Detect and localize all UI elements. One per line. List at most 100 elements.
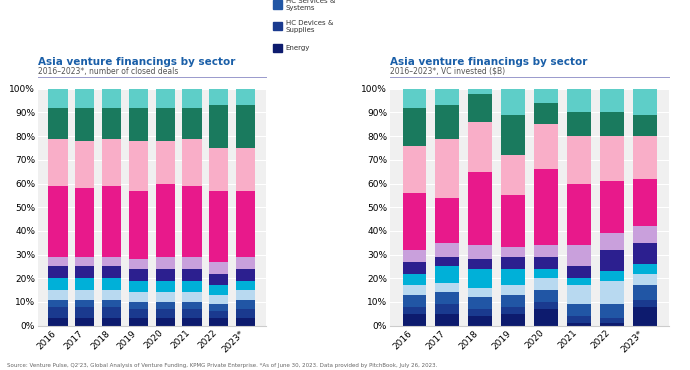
Bar xyxy=(102,307,121,319)
Bar xyxy=(469,288,492,297)
Bar xyxy=(129,302,148,309)
Bar xyxy=(75,278,95,290)
Bar xyxy=(102,300,121,307)
Bar xyxy=(534,169,558,245)
Bar xyxy=(182,108,201,138)
Bar xyxy=(633,136,657,179)
Bar xyxy=(102,89,121,108)
Bar xyxy=(469,94,492,122)
Bar xyxy=(435,89,459,105)
Bar xyxy=(209,304,228,312)
Bar xyxy=(567,266,591,278)
Bar xyxy=(155,280,175,292)
Bar xyxy=(469,172,492,245)
Bar xyxy=(534,309,558,326)
Bar xyxy=(209,148,228,191)
Bar xyxy=(129,259,148,269)
Bar xyxy=(209,285,228,295)
Bar xyxy=(75,108,95,141)
Bar xyxy=(102,290,121,300)
Bar xyxy=(633,226,657,243)
Bar xyxy=(48,186,68,257)
Bar xyxy=(402,193,426,250)
Bar xyxy=(435,292,459,304)
Bar xyxy=(633,243,657,264)
Bar xyxy=(155,257,175,269)
Bar xyxy=(469,309,492,316)
Bar xyxy=(75,290,95,300)
Bar xyxy=(402,89,426,108)
Bar xyxy=(129,292,148,302)
Text: HC Services &
Systems: HC Services & Systems xyxy=(286,0,335,11)
Bar xyxy=(236,105,255,148)
Bar xyxy=(155,319,175,326)
Bar xyxy=(600,271,624,280)
Bar xyxy=(209,89,228,105)
Bar xyxy=(155,89,175,108)
Bar xyxy=(534,290,558,302)
Bar xyxy=(102,266,121,278)
Bar xyxy=(102,319,121,326)
Bar xyxy=(48,300,68,307)
Bar xyxy=(633,264,657,273)
Bar xyxy=(48,290,68,300)
Bar xyxy=(633,89,657,115)
Bar xyxy=(75,307,95,319)
Bar xyxy=(48,278,68,290)
Bar xyxy=(567,89,591,112)
Bar xyxy=(75,266,95,278)
Bar xyxy=(567,112,591,136)
Bar xyxy=(209,191,228,262)
Bar xyxy=(129,319,148,326)
Bar xyxy=(236,300,255,309)
Bar xyxy=(435,314,459,326)
Bar xyxy=(182,89,201,108)
Bar xyxy=(75,188,95,257)
Bar xyxy=(501,307,525,314)
Bar xyxy=(633,179,657,226)
Bar xyxy=(236,290,255,300)
Bar xyxy=(155,184,175,257)
Bar xyxy=(435,198,459,243)
Bar xyxy=(48,266,68,278)
Bar xyxy=(567,316,591,323)
Bar xyxy=(209,105,228,148)
Bar xyxy=(633,307,657,326)
Bar xyxy=(435,257,459,266)
Bar xyxy=(236,319,255,326)
Text: Source: Venture Pulse, Q2'23, Global Analysis of Venture Funding, KPMG Private E: Source: Venture Pulse, Q2'23, Global Ana… xyxy=(7,363,437,368)
Bar xyxy=(155,141,175,184)
Bar xyxy=(75,89,95,108)
Bar xyxy=(501,115,525,155)
Bar xyxy=(469,316,492,326)
Bar xyxy=(236,269,255,280)
Bar xyxy=(182,309,201,319)
Bar xyxy=(469,259,492,269)
Bar xyxy=(600,233,624,250)
Bar xyxy=(633,115,657,136)
Bar xyxy=(435,105,459,138)
Bar xyxy=(600,250,624,271)
Text: HC Devices &
Supplies: HC Devices & Supplies xyxy=(286,20,333,33)
Bar xyxy=(600,89,624,112)
Bar xyxy=(182,186,201,257)
Bar xyxy=(534,89,558,103)
Bar xyxy=(534,124,558,169)
Bar xyxy=(534,302,558,309)
Bar xyxy=(48,257,68,266)
Bar xyxy=(182,257,201,269)
Bar xyxy=(567,304,591,316)
Bar xyxy=(102,138,121,186)
Bar xyxy=(402,285,426,295)
Bar xyxy=(600,280,624,304)
Bar xyxy=(48,319,68,326)
Bar xyxy=(129,141,148,191)
Bar xyxy=(209,319,228,326)
Bar xyxy=(155,309,175,319)
Text: Energy: Energy xyxy=(286,45,310,51)
Bar xyxy=(600,323,624,326)
Text: 2016–2023*, number of closed deals: 2016–2023*, number of closed deals xyxy=(38,67,178,76)
Bar xyxy=(129,108,148,141)
Bar xyxy=(567,245,591,266)
Bar xyxy=(402,108,426,146)
